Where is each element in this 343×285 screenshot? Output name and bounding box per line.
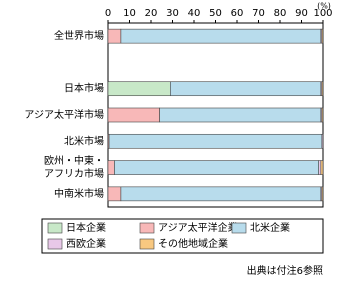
bar-segment [321, 186, 324, 202]
bar-segment [107, 186, 122, 202]
bar-segment [107, 107, 160, 123]
bar-segment [107, 81, 171, 97]
legend-label: 日本企業 [66, 221, 106, 234]
bar-segment [321, 28, 324, 44]
y-tick-label-line: 欧州・中東・ [44, 154, 104, 167]
source-note: 出典は付注6参照 [247, 264, 323, 277]
x-tick-label: 50 [209, 8, 222, 19]
x-tick-label: 60 [231, 8, 244, 19]
bar-segment [120, 186, 322, 202]
bar-segment [107, 160, 115, 175]
legend-label: アジア太平洋企業 [158, 221, 238, 234]
bar-segment [320, 160, 324, 175]
bar-segment [321, 133, 324, 149]
bar-segment [170, 81, 322, 97]
bar-segment [108, 133, 323, 149]
x-tick-label: 80 [274, 8, 287, 19]
x-tick-label: 70 [252, 8, 265, 19]
x-tick-label: 30 [166, 8, 179, 19]
legend-box [41, 218, 324, 254]
bar-segment [120, 28, 322, 44]
legend-swatch [231, 222, 247, 234]
legend-label: 西欧企業 [66, 237, 106, 250]
y-tick-label: 欧州・中東・アフリカ市場 [44, 154, 104, 180]
legend-swatch [47, 238, 63, 250]
bar-segment [321, 81, 324, 97]
bar-segment [107, 28, 122, 44]
legend-label: その他地域企業 [158, 237, 228, 250]
x-tick-label: 90 [295, 8, 308, 19]
y-tick-label: 全世界市場 [54, 29, 104, 42]
legend-swatch [139, 238, 155, 250]
legend-swatch [47, 222, 63, 234]
x-tick-label: 100 [313, 8, 332, 19]
bar-segment [159, 107, 322, 123]
bar-segment [318, 160, 322, 175]
x-tick-label: 40 [188, 8, 201, 19]
legend-swatch [139, 222, 155, 234]
x-tick-label: 10 [123, 8, 136, 19]
y-tick-label: 日本市場 [64, 82, 104, 95]
bar-segment [321, 107, 324, 123]
unit-label: (%) [317, 2, 331, 11]
bar-segment [114, 160, 319, 175]
legend-label: 北米企業 [250, 221, 290, 234]
y-tick-label: アジア太平洋市場 [24, 108, 104, 121]
y-tick-label-line: アフリカ市場 [44, 167, 104, 180]
x-tick-label: 20 [145, 8, 158, 19]
x-tick-label: 0 [105, 8, 111, 19]
y-tick-label: 北米市場 [64, 134, 104, 147]
y-tick-label: 中南米市場 [54, 187, 104, 200]
